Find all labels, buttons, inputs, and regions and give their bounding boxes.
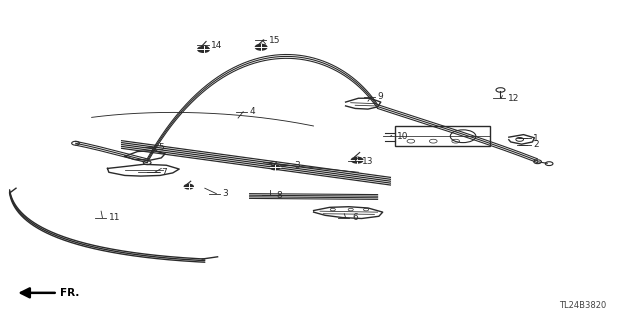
Text: 2: 2 [533, 140, 539, 149]
Circle shape [255, 44, 267, 50]
Text: 1: 1 [533, 134, 539, 143]
Text: 11: 11 [109, 213, 120, 222]
Text: 12: 12 [508, 94, 519, 103]
Text: FR.: FR. [60, 288, 79, 298]
Text: 6: 6 [352, 213, 358, 222]
Text: 15: 15 [269, 36, 280, 45]
Circle shape [271, 165, 280, 170]
Text: 8: 8 [276, 191, 282, 200]
Text: 5: 5 [159, 143, 164, 152]
Text: 4: 4 [250, 107, 255, 116]
Circle shape [351, 157, 363, 163]
Text: 3: 3 [294, 161, 300, 170]
Text: 13: 13 [362, 157, 373, 166]
Circle shape [184, 184, 193, 189]
Text: TL24B3820: TL24B3820 [559, 301, 607, 310]
Text: 10: 10 [397, 132, 408, 141]
Text: 14: 14 [211, 41, 223, 50]
Circle shape [198, 47, 209, 52]
Text: 9: 9 [378, 92, 383, 101]
Text: 3: 3 [223, 189, 228, 198]
Text: 7: 7 [161, 168, 167, 177]
